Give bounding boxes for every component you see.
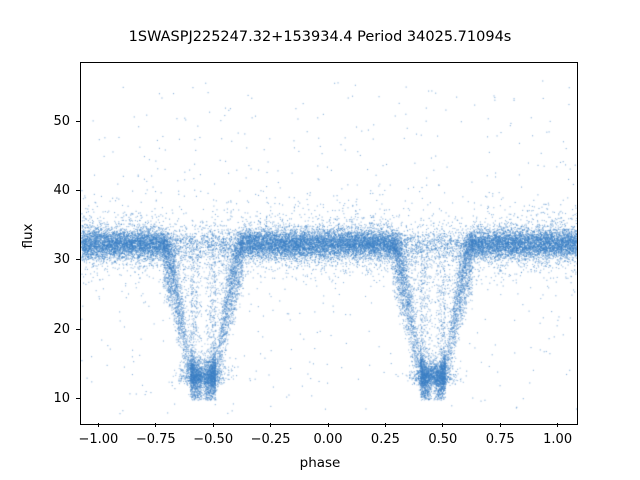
y-tick-label: 20 xyxy=(53,321,70,337)
x-tick-label: −1.00 xyxy=(78,432,119,447)
x-tick-label: −0.25 xyxy=(250,432,291,447)
chart-title: 1SWASPJ225247.32+153934.4 Period 34025.7… xyxy=(128,29,512,45)
x-tick-label: 0.75 xyxy=(485,432,515,447)
x-axis-label: phase xyxy=(299,455,341,471)
x-tick-label: 0.00 xyxy=(313,432,343,447)
x-tick-label: −0.75 xyxy=(135,432,176,447)
y-tick-label: 10 xyxy=(53,391,70,407)
x-tick-label: 0.50 xyxy=(428,432,458,447)
y-tick-label: 50 xyxy=(53,113,70,129)
y-axis-label: flux xyxy=(20,223,36,249)
x-tick-label: 1.00 xyxy=(543,432,573,447)
scatter-plot-canvas xyxy=(81,63,577,424)
plot-axes-frame xyxy=(80,62,578,425)
x-tick-label: 0.25 xyxy=(370,432,400,447)
x-tick-label: −0.50 xyxy=(193,432,234,447)
